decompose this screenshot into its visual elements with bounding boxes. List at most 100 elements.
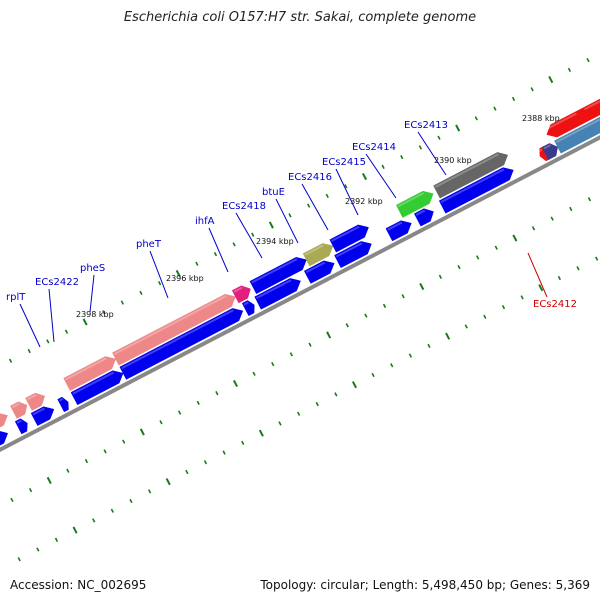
gene-feature[interactable] — [249, 257, 307, 295]
gene-label[interactable]: ECs2412 — [533, 299, 577, 310]
gene-label[interactable]: ECs2414 — [352, 142, 396, 153]
tick-mark — [371, 372, 375, 378]
tick-mark — [17, 557, 21, 562]
gene-feature[interactable] — [112, 293, 236, 366]
gene-feature[interactable] — [438, 167, 514, 214]
tick-mark — [557, 275, 562, 281]
feature-highlight — [11, 402, 20, 409]
tick-mark — [334, 392, 338, 397]
gene-feature[interactable] — [0, 431, 9, 454]
topology-text: Topology: circular; Length: 5,498,450 bp… — [260, 578, 590, 592]
tick-mark — [308, 342, 312, 347]
genome-backbone — [0, 135, 600, 452]
tick-mark — [271, 361, 275, 367]
tick-mark — [278, 421, 282, 426]
feature-highlight — [304, 244, 325, 256]
tick-mark — [595, 256, 599, 261]
gene-label[interactable]: ECs2416 — [288, 172, 332, 183]
gene-label[interactable]: ihfA — [195, 216, 215, 227]
feature-highlight — [583, 100, 600, 111]
gene-feature[interactable] — [119, 308, 244, 380]
tick-mark — [147, 489, 152, 494]
scale-label: 2392 kbp — [345, 197, 383, 206]
tick-mark — [576, 266, 580, 271]
gene-feature[interactable] — [241, 300, 255, 317]
tick-mark — [296, 411, 301, 416]
label-leader-line — [365, 153, 397, 199]
feature-highlight — [538, 148, 543, 153]
label-leader-line — [275, 198, 299, 244]
gene-feature[interactable] — [554, 116, 600, 154]
gene-label[interactable]: pheS — [80, 263, 105, 274]
gene-feature[interactable] — [395, 190, 434, 218]
gene-feature[interactable] — [30, 406, 55, 426]
feature-highlight — [251, 258, 298, 284]
label-leader-line — [19, 303, 41, 348]
label-leader-line — [417, 131, 447, 176]
tick-mark — [315, 401, 319, 407]
tick-mark — [64, 329, 69, 334]
tick-marks — [8, 58, 599, 562]
tick-mark — [438, 274, 443, 279]
tick-mark — [362, 172, 368, 181]
tick-mark — [476, 255, 480, 260]
feature-highlight — [397, 192, 425, 208]
tick-mark — [232, 379, 238, 388]
gene-feature[interactable] — [334, 241, 372, 269]
scale-label: 2388 kbp — [522, 114, 560, 123]
tick-mark — [27, 348, 31, 354]
gene-label[interactable]: pheT — [136, 239, 162, 250]
tick-mark — [548, 75, 554, 84]
gene-label[interactable]: ECs2422 — [35, 277, 79, 288]
feature-highlight — [26, 393, 37, 401]
tick-mark — [344, 184, 348, 189]
gene-feature[interactable] — [231, 285, 251, 304]
gene-feature[interactable] — [385, 220, 412, 242]
gene-feature[interactable] — [0, 413, 8, 439]
tick-mark — [567, 67, 572, 73]
gene-label[interactable]: rplT — [6, 292, 26, 303]
gene-feature[interactable] — [329, 224, 369, 253]
gene-feature[interactable] — [254, 278, 301, 310]
gene-feature[interactable] — [70, 370, 124, 406]
gene-feature[interactable] — [25, 392, 46, 411]
tick-mark — [419, 282, 425, 291]
tick-mark — [120, 300, 124, 305]
gene-feature[interactable] — [63, 356, 117, 391]
gene-label[interactable]: ECs2415 — [322, 157, 366, 168]
tick-mark — [520, 295, 524, 300]
tick-mark — [474, 116, 478, 121]
feature-highlight — [65, 357, 107, 381]
gene-label[interactable]: btuE — [262, 187, 285, 198]
label-leader-line — [89, 274, 95, 313]
gene-label[interactable]: ECs2418 — [222, 201, 266, 212]
gene-feature[interactable] — [303, 260, 335, 284]
tick-mark — [511, 96, 516, 102]
tick-mark — [241, 440, 245, 445]
feature-highlight — [440, 168, 505, 203]
gene-feature[interactable] — [433, 152, 509, 199]
tick-mark — [364, 313, 368, 318]
feature-highlight — [335, 242, 363, 258]
tick-mark — [122, 439, 126, 444]
tick-mark — [401, 294, 405, 299]
gene-label[interactable]: ECs2413 — [404, 120, 448, 131]
tick-mark — [501, 304, 506, 310]
gene-feature[interactable] — [582, 89, 600, 121]
label-leader-line — [235, 212, 263, 259]
feature-highlight — [544, 112, 577, 131]
tick-mark — [382, 303, 387, 309]
tick-mark — [530, 87, 534, 92]
gene-feature[interactable] — [413, 208, 434, 227]
tick-mark — [464, 324, 468, 329]
tick-mark — [92, 518, 96, 523]
gene-feature[interactable] — [302, 243, 334, 267]
gene-feature[interactable] — [57, 396, 69, 413]
tick-mark — [325, 193, 329, 199]
feature-highlight — [543, 144, 551, 150]
gene-feature[interactable] — [10, 401, 28, 419]
gene-feature[interactable] — [541, 143, 558, 161]
tick-mark — [455, 124, 461, 132]
gene-feature[interactable] — [14, 418, 28, 435]
feature-highlight — [121, 309, 234, 370]
